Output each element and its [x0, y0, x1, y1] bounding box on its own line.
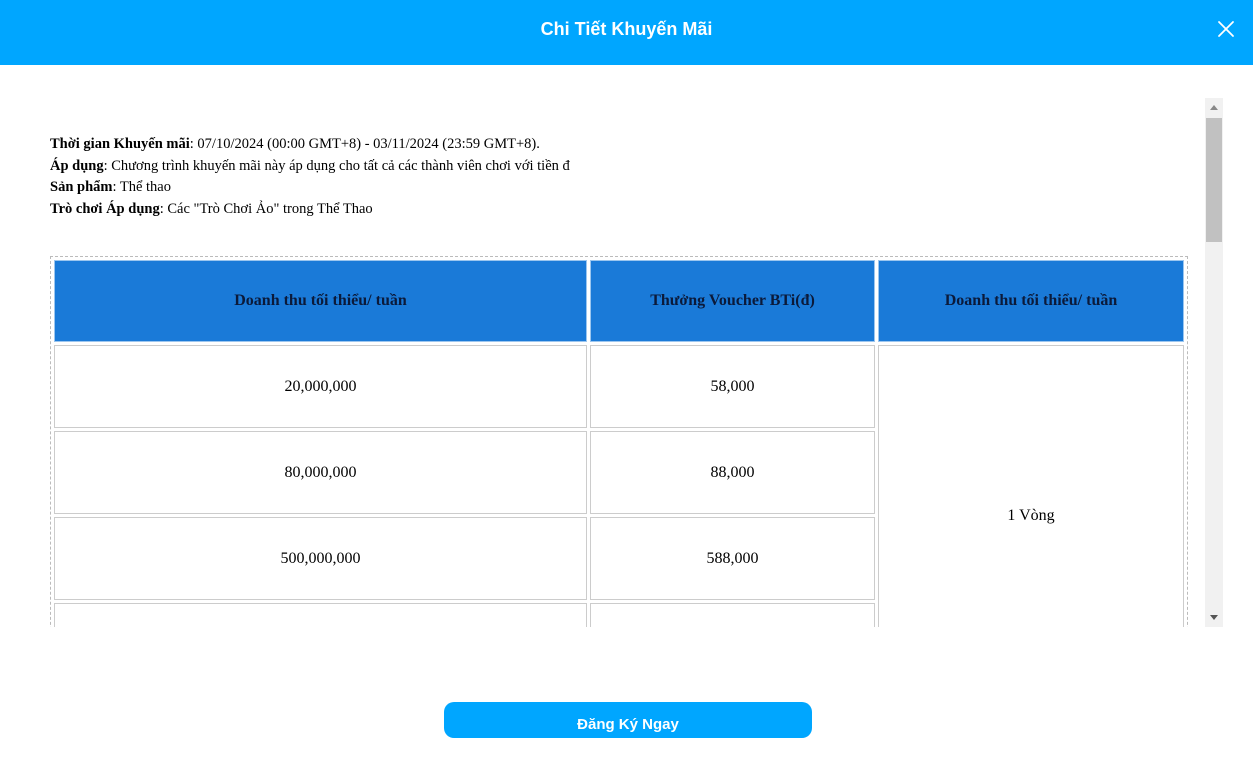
table-cell: 588,000: [590, 517, 875, 600]
table-cell: 80,000,000: [54, 431, 587, 514]
reward-table: Doanh thu tối thiểu/ tuần Thưởng Voucher…: [50, 256, 1188, 627]
column-header: Doanh thu tối thiểu/ tuần: [54, 260, 587, 342]
table-cell: 500,000,000: [54, 517, 587, 600]
table-header-row: Doanh thu tối thiểu/ tuần Thưởng Voucher…: [54, 260, 1184, 342]
register-now-button[interactable]: Đăng Ký Ngay: [444, 702, 812, 738]
column-header: Doanh thu tối thiểu/ tuần: [878, 260, 1184, 342]
table-cell: 88,000: [590, 431, 875, 514]
scrollbar-thumb[interactable]: [1206, 118, 1222, 242]
modal-title: Chi Tiết Khuyến Mãi: [540, 19, 713, 39]
scrollbar[interactable]: [1205, 98, 1223, 627]
table-row: 500,000,000 588,000: [54, 517, 1184, 600]
table-cell: 20,000,000: [54, 345, 587, 428]
promotion-info: Thời gian Khuyến mãi: 07/10/2024 (00:00 …: [50, 134, 570, 220]
merged-cell: 1 Vòng: [878, 345, 1184, 627]
column-header: Thưởng Voucher BTi(đ): [590, 260, 875, 342]
scroll-up-arrow-icon[interactable]: [1205, 98, 1223, 116]
table-row: [54, 603, 1184, 627]
table-row: 80,000,000 88,000: [54, 431, 1184, 514]
scroll-down-arrow-icon[interactable]: [1205, 609, 1223, 627]
close-icon[interactable]: [1214, 17, 1238, 41]
info-line-games: Trò chơi Áp dụng: Các "Trò Chơi Ảo" tron…: [50, 200, 373, 217]
info-line-time: Thời gian Khuyến mãi: 07/10/2024 (00:00 …: [50, 136, 540, 152]
table-row: 20,000,000 58,000 1 Vòng: [54, 345, 1184, 627]
table-cell: 58,000: [590, 345, 875, 428]
table-cell: [590, 603, 875, 627]
table-cell: [54, 603, 587, 627]
modal-header: Chi Tiết Khuyến Mãi: [0, 0, 1253, 65]
promotion-details: Thời gian Khuyến mãi: 07/10/2024 (00:00 …: [40, 98, 1200, 627]
info-line-product: Sản phẩm: Thể thao: [50, 179, 171, 195]
info-line-apply: Áp dụng: Chương trình khuyến mãi này áp …: [50, 157, 570, 174]
